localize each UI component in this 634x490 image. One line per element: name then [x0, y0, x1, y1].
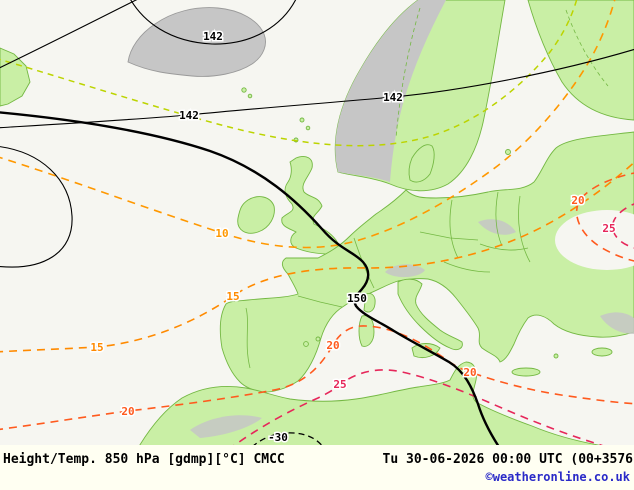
small-islands	[241, 87, 613, 377]
contour-label: -30	[268, 431, 288, 444]
black-sea	[555, 210, 634, 270]
terrain-anatolia	[600, 312, 634, 334]
contour-label: 20	[326, 339, 339, 352]
contour-label: 20	[121, 405, 134, 418]
weather-map-svg: 142 142 142 150 -30 10 15 15 20 20 25 20 20 25	[0, 0, 634, 445]
land-corsica	[363, 293, 376, 313]
contour-label: 25	[602, 222, 615, 235]
contour-label: 15	[226, 290, 239, 303]
height-contour-150-main	[0, 111, 500, 445]
land-finland	[527, 0, 634, 121]
temp-contour-25	[233, 369, 603, 445]
temp-contour-20	[0, 325, 634, 431]
height-contours	[0, 0, 634, 445]
contour-label: 142	[203, 30, 223, 43]
contour-label: 142	[383, 91, 403, 104]
land-layer	[0, 0, 634, 445]
height-contour-142	[0, 48, 634, 129]
contour-labels-layer: 142 142 142 150 -30 10 15 15 20 20 25 20 20 25	[89, 29, 617, 446]
contour-label: 25	[333, 378, 346, 391]
valid-time-label: Tu 30-06-2026 00:00 UTC (00+3576	[382, 452, 633, 467]
temp-contour-15	[0, 161, 634, 353]
parameter-label: Height/Temp. 850 hPa [gdmp][°C] CMCC	[3, 452, 285, 467]
contour-label: 20	[463, 366, 476, 379]
temperature-contours	[0, 0, 634, 445]
land-greenland	[0, 47, 31, 107]
terrain-atlas	[190, 415, 262, 438]
height-contour-minus30	[253, 432, 323, 445]
land-sardinia	[358, 315, 375, 347]
contour-label: 20	[571, 194, 584, 207]
land-north-africa	[139, 361, 601, 445]
height-contour-nw	[0, 0, 138, 69]
terrain-norway	[335, 0, 446, 182]
contour-label: 15	[90, 341, 103, 354]
temp-contour-10	[0, 0, 616, 249]
temp-contour-25-east	[611, 203, 634, 249]
copyright-link[interactable]: ©weatheronline.co.uk	[485, 470, 631, 484]
land-italy	[397, 278, 463, 351]
terrain-patches	[190, 219, 634, 438]
status-bar: Height/Temp. 850 hPa [gdmp][°C] CMCC Tu …	[0, 445, 634, 490]
contour-label: 150	[347, 292, 367, 305]
temp-contour-20-east	[575, 172, 634, 262]
height-contour-atlantic-low	[0, 146, 73, 268]
contour-label: 142	[179, 109, 199, 122]
terrain-alps	[385, 264, 425, 278]
land-ireland	[237, 196, 275, 234]
contour-label: 10	[215, 227, 228, 240]
land-denmark	[408, 144, 435, 183]
temp-contour-5	[0, 0, 578, 147]
height-contour-142-loop	[130, 0, 297, 45]
